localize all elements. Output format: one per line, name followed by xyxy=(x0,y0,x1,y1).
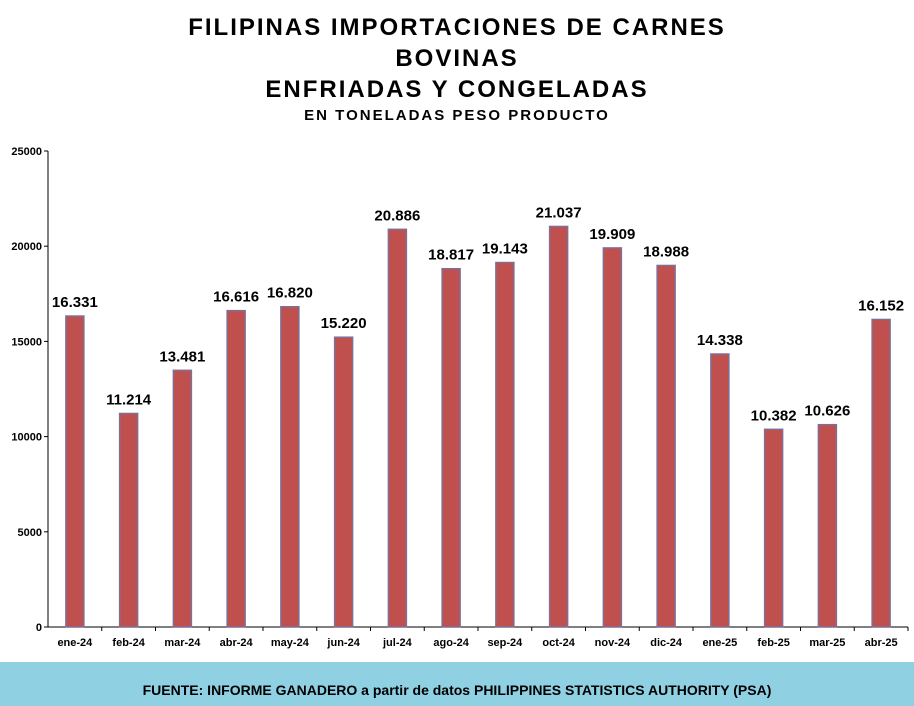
x-tick-label: feb-25 xyxy=(757,637,789,649)
data-labels: 16.331 11.214 13.481 16.616 16.820 15.220 20.8… xyxy=(52,204,904,424)
bar xyxy=(387,228,408,628)
x-tick-label: oct-24 xyxy=(542,637,575,649)
bar xyxy=(172,369,193,628)
data-label: 16.820 xyxy=(267,285,313,302)
x-tick-label: jul-24 xyxy=(382,637,413,649)
bar xyxy=(871,318,891,628)
data-label: 15.220 xyxy=(321,315,367,332)
data-label: 13.481 xyxy=(159,348,205,365)
bar xyxy=(280,305,300,628)
x-tick-label: dic-24 xyxy=(650,637,683,649)
y-tick-label: 10000 xyxy=(11,432,42,444)
data-label: 10.626 xyxy=(804,403,850,420)
data-label: 16.616 xyxy=(213,289,259,306)
bar xyxy=(118,412,139,628)
bar xyxy=(656,264,676,628)
y-tick-label: 0 xyxy=(36,622,42,634)
data-label: 18.817 xyxy=(428,247,474,264)
bar-chart: 0 5000 10000 15000 20000 25000 ene-24 feb-24 ma… xyxy=(11,146,909,649)
bar xyxy=(710,353,730,628)
y-axis: 0 5000 10000 15000 20000 25000 xyxy=(11,146,49,634)
x-tick-label: abr-24 xyxy=(220,637,254,649)
bar xyxy=(441,267,461,628)
data-label: 16.331 xyxy=(52,294,98,311)
data-label: 20.886 xyxy=(374,207,420,224)
data-label: 16.152 xyxy=(858,297,904,314)
y-tick-label: 25000 xyxy=(11,146,42,158)
x-tick-label: feb-24 xyxy=(112,637,145,649)
data-label: 11.214 xyxy=(106,391,152,408)
data-label: 19.143 xyxy=(482,241,528,258)
x-tick-label: mar-25 xyxy=(809,637,845,649)
x-tick-label: jun-24 xyxy=(326,637,360,649)
x-axis: ene-24 feb-24 mar-24 abr-24 may-24 jun-24 jul-… xyxy=(48,626,909,649)
x-tick-label: ene-25 xyxy=(702,637,737,649)
x-tick-label: ene-24 xyxy=(57,637,93,649)
x-tick-label: sep-24 xyxy=(487,637,523,649)
chart-subtitle: EN TONELADAS PESO PRODUCTO xyxy=(304,107,610,124)
chart-title-line-3: ENFRIADAS Y CONGELADAS xyxy=(265,76,649,103)
x-tick-label: ago-24 xyxy=(433,637,469,649)
source-footer: FUENTE: INFORME GANADERO a partir de dat… xyxy=(0,662,914,706)
y-tick-label: 20000 xyxy=(11,241,42,253)
data-label: 21.037 xyxy=(536,204,582,221)
data-label: 18.988 xyxy=(643,243,689,260)
bar xyxy=(763,428,784,628)
bar xyxy=(817,423,838,628)
x-tick-label: nov-24 xyxy=(595,637,631,649)
bar xyxy=(226,309,246,628)
x-tick-label: abr-25 xyxy=(865,637,898,649)
y-tick-label: 5000 xyxy=(18,527,42,539)
chart-title-line-1: FILIPINAS IMPORTACIONES DE CARNES xyxy=(188,14,726,41)
data-label: 10.382 xyxy=(751,407,797,424)
source-text: FUENTE: INFORME GANADERO a partir de dat… xyxy=(142,682,772,698)
bar xyxy=(333,336,354,628)
x-tick-label: may-24 xyxy=(271,637,310,649)
bars xyxy=(65,225,891,628)
chart-title-line-2: BOVINAS xyxy=(395,45,519,72)
chart-title: FILIPINAS IMPORTACIONES DE CARNES BOVINA… xyxy=(0,12,914,126)
bar xyxy=(65,315,85,628)
data-label: 19.909 xyxy=(589,226,635,243)
x-tick-label: mar-24 xyxy=(164,637,201,649)
bar xyxy=(602,247,623,628)
bar xyxy=(548,225,569,628)
y-tick-label: 15000 xyxy=(11,336,42,348)
bar xyxy=(495,261,515,628)
data-label: 14.338 xyxy=(697,332,743,349)
